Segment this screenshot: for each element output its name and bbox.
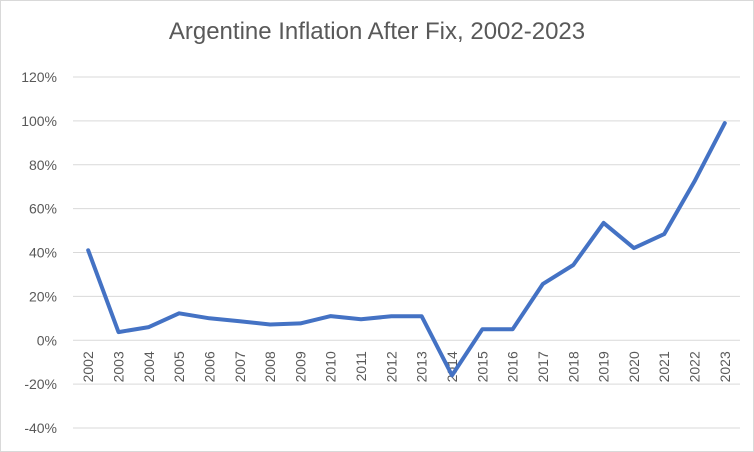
x-tick-label: 2012 (383, 351, 399, 382)
y-tick-label: 120% (21, 69, 57, 85)
x-tick-label: 2011 (353, 351, 369, 381)
series-line (86, 121, 727, 378)
x-tick-label: 2015 (474, 351, 490, 382)
x-tick-label: 2002 (80, 351, 96, 382)
x-tick-label: 2017 (535, 351, 551, 382)
y-tick-label: 20% (29, 288, 57, 304)
y-tick-label: 80% (29, 157, 57, 173)
x-tick-label: 2004 (141, 351, 157, 382)
x-tick-label: 2010 (323, 351, 339, 382)
x-tick-label: 2020 (626, 351, 642, 382)
x-tick-label: 2021 (656, 351, 672, 382)
x-tick-label: 2022 (687, 351, 703, 382)
x-tick-label: 2007 (232, 351, 248, 382)
x-tick-label: 2023 (717, 351, 733, 382)
y-tick-label: 40% (29, 245, 57, 261)
y-tick-label: 100% (21, 113, 57, 129)
x-tick-label: 2006 (201, 351, 217, 382)
x-tick-label: 2019 (596, 351, 612, 382)
x-tick-label: 2003 (110, 351, 126, 382)
chart-title: Argentine Inflation After Fix, 2002-2023 (168, 18, 586, 45)
y-tick-label: 0% (37, 332, 57, 348)
x-tick-label: 2005 (171, 351, 187, 382)
x-tick-label: 2014 (444, 351, 460, 382)
x-tick-label: 2018 (565, 351, 581, 382)
x-tick-label: 2016 (505, 351, 521, 382)
y-tick-label: -20% (24, 376, 57, 392)
x-tick-label: 2013 (414, 351, 430, 382)
x-tick-label: 2009 (292, 351, 308, 382)
y-tick-label: 60% (29, 201, 57, 217)
y-tick-label: -40% (24, 420, 57, 436)
x-tick-label: 2008 (262, 351, 278, 382)
